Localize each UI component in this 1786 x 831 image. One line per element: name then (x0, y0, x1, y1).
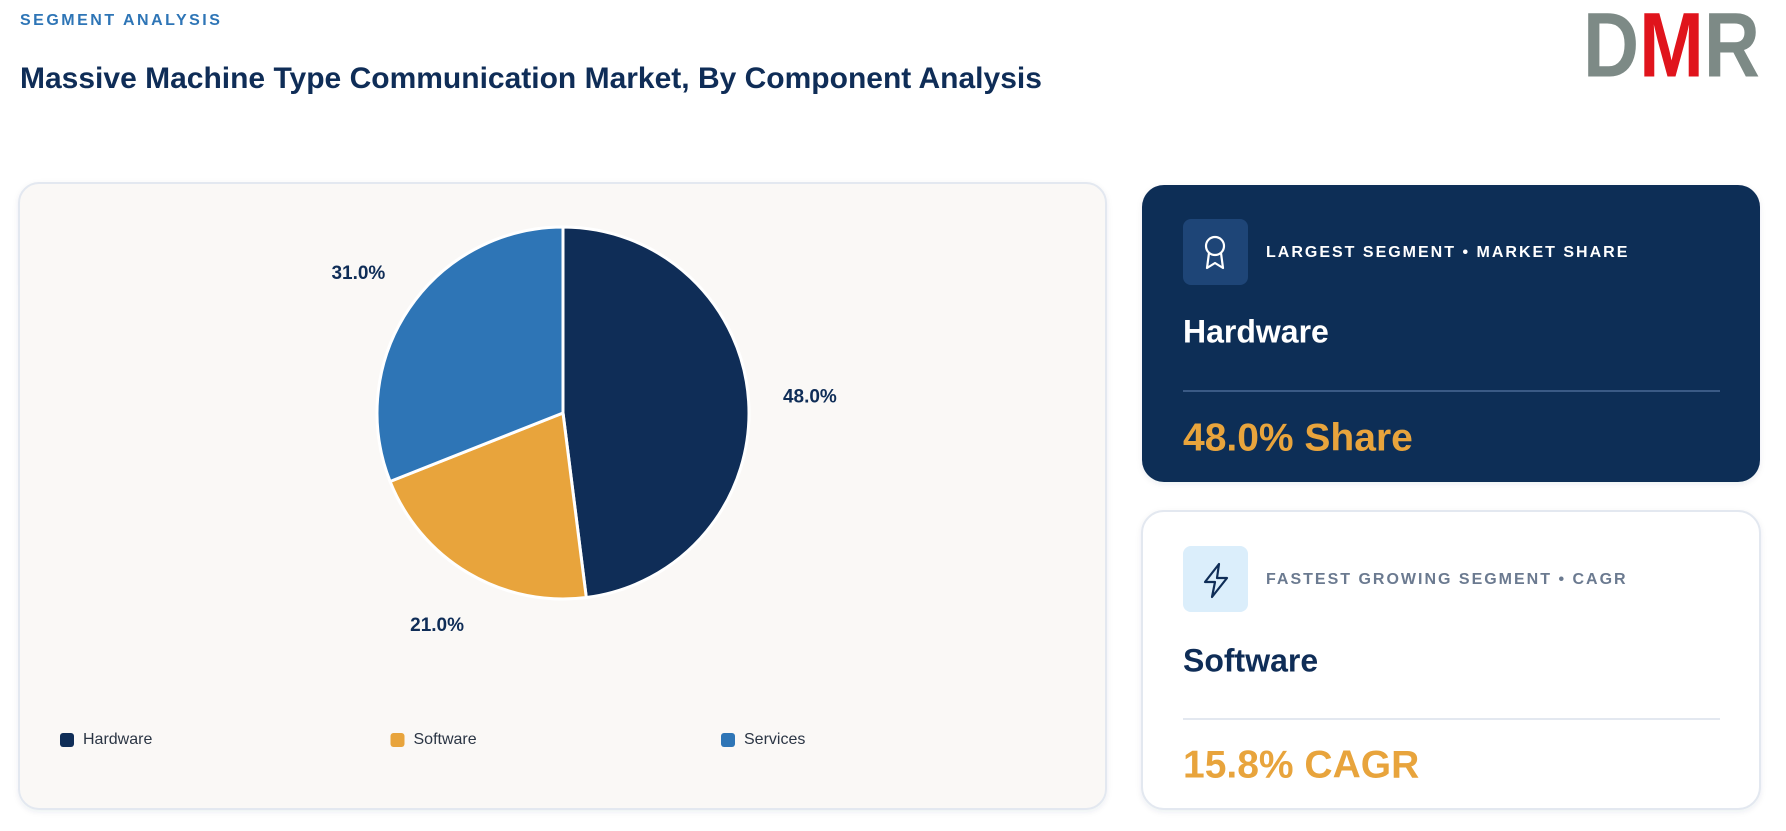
fastest-card (1141, 510, 1761, 810)
card-segment: Software (1183, 642, 1318, 678)
page-title: Massive Machine Type Communication Marke… (20, 62, 1042, 95)
icon-box (1183, 546, 1248, 612)
data-label: 48.0% (783, 386, 837, 407)
award-icon (1204, 235, 1226, 270)
eyebrow: SEGMENT ANALYSIS (20, 12, 222, 29)
largest-card (1142, 185, 1760, 482)
legend-label: Services (744, 731, 805, 748)
legend-swatch (60, 733, 74, 747)
legend-swatch (721, 733, 735, 747)
card-segment: Hardware (1183, 313, 1329, 349)
pie-slice (375, 225, 565, 484)
data-label: 31.0% (331, 263, 385, 284)
card-value: 15.8% CAGR (1183, 743, 1419, 786)
bolt-icon (1203, 562, 1229, 599)
card-label: LARGEST SEGMENT • MARKET SHARE (1266, 244, 1629, 261)
legend-swatch (390, 733, 405, 747)
pie: 48.0% 21.0% 31.0% Hardware Software Services (60, 225, 837, 748)
card-value: 48.0% Share (1183, 416, 1413, 459)
pie-slice (561, 225, 751, 600)
data-label: 21.0% (410, 615, 464, 636)
card-label: FASTEST GROWING SEGMENT • CAGR (1266, 571, 1628, 588)
legend-label: Hardware (83, 731, 152, 748)
logo: DMR (1583, 0, 1760, 96)
legend-label: Software (414, 731, 477, 748)
pie-slice (388, 410, 588, 601)
icon-box (1183, 219, 1248, 285)
